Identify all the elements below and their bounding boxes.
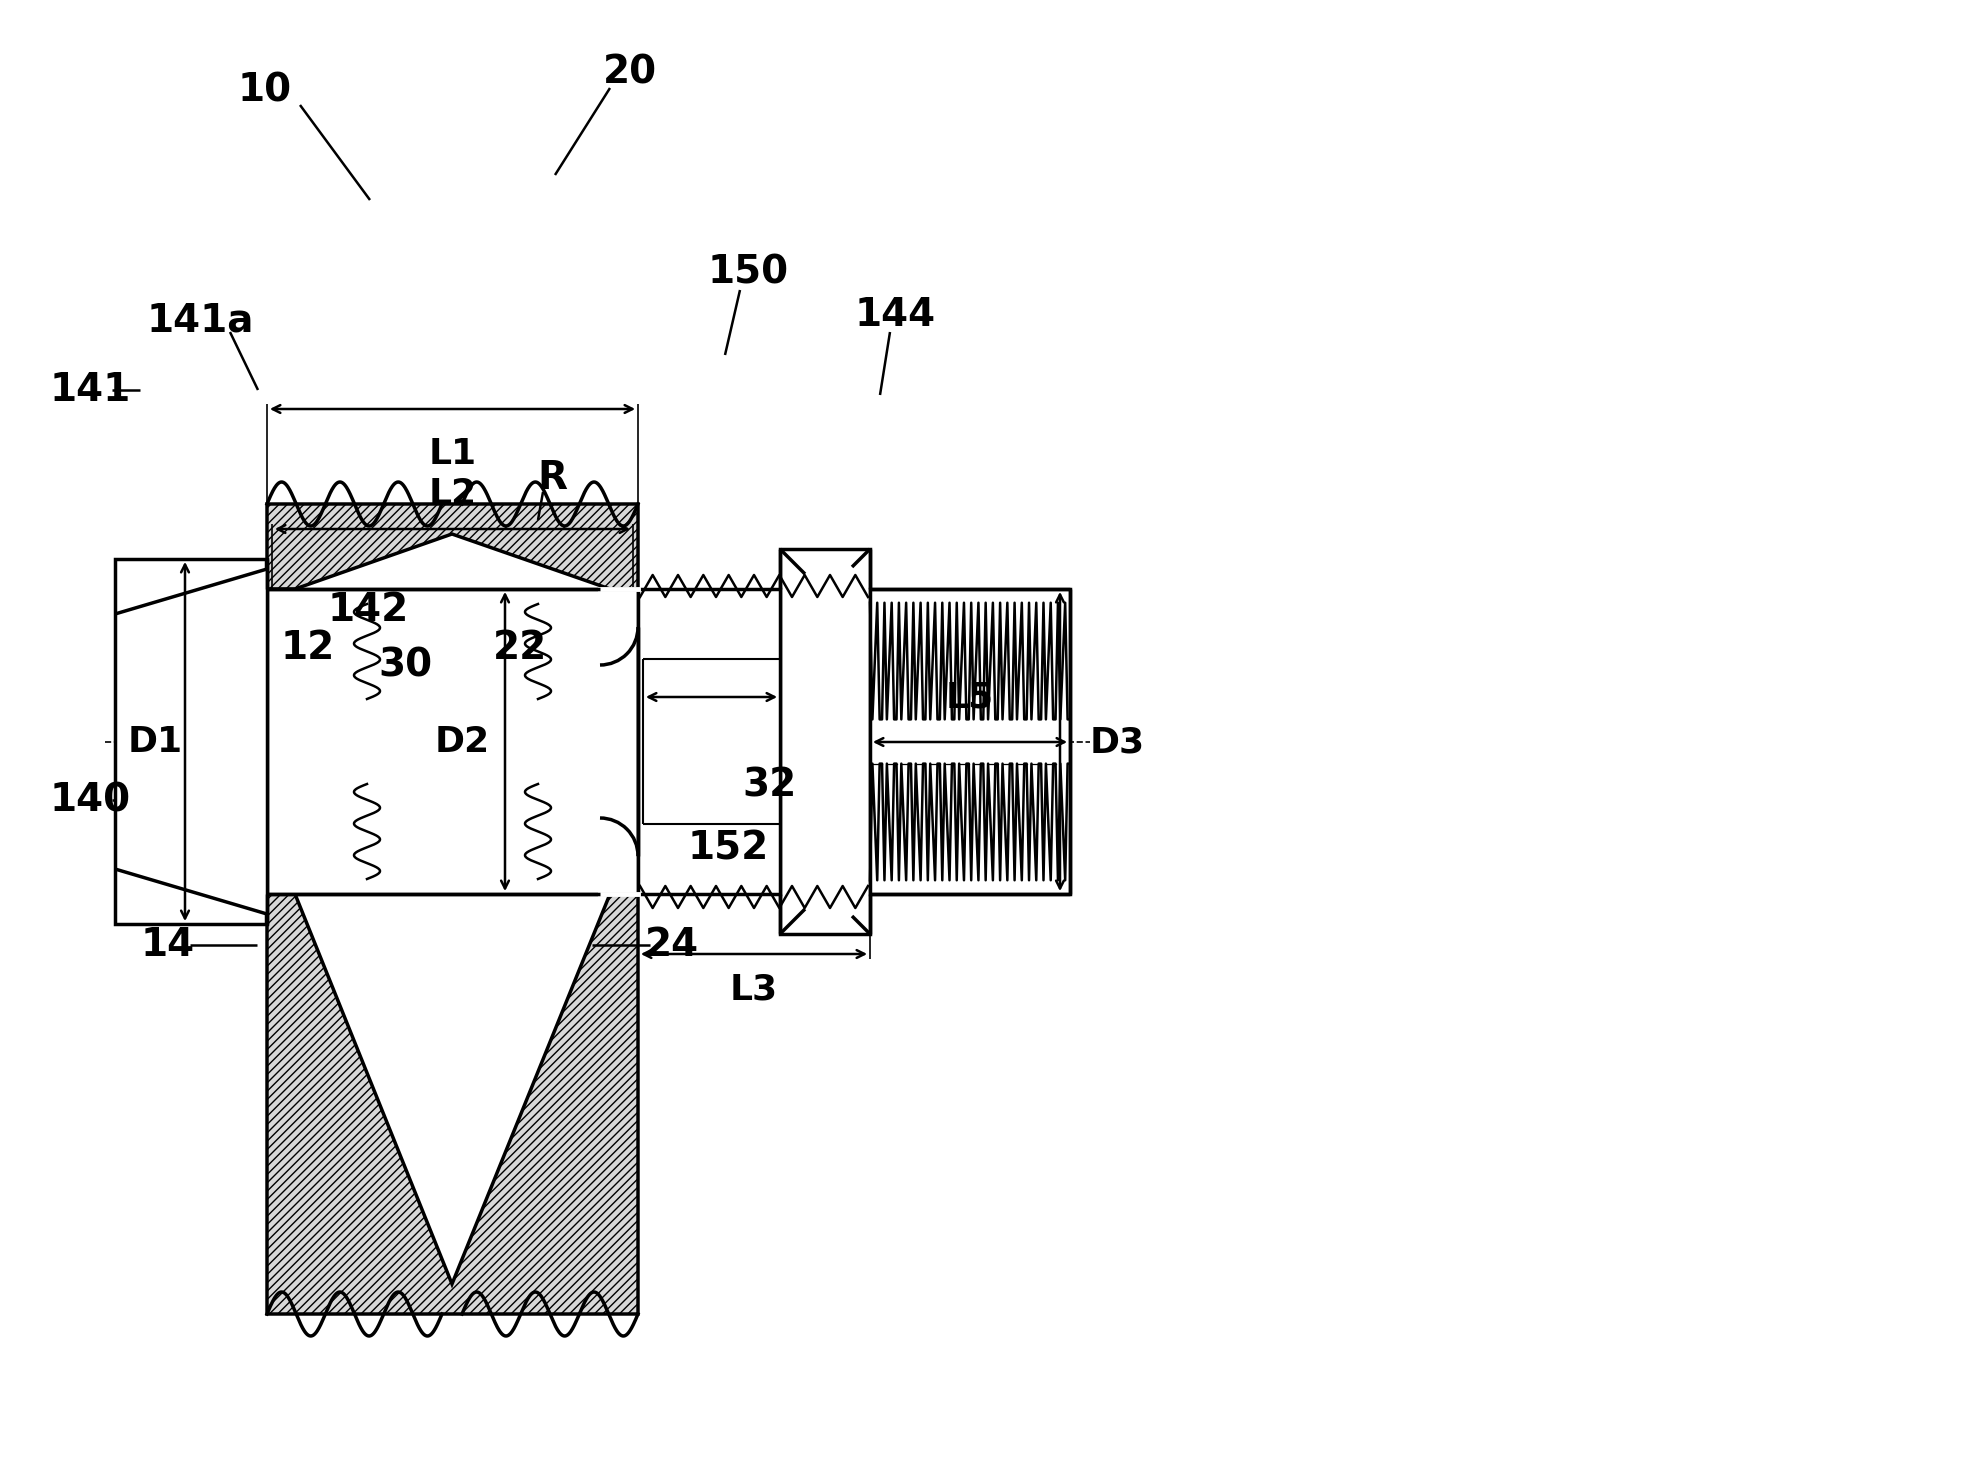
Text: 152: 152 [687, 830, 768, 867]
Text: 150: 150 [707, 252, 788, 291]
Text: D3: D3 [1089, 726, 1144, 758]
Text: L5: L5 [946, 680, 994, 714]
Bar [780, 549, 869, 933]
Text: 24: 24 [645, 926, 699, 965]
Text: L1: L1 [428, 436, 477, 470]
Text: 22: 22 [493, 629, 546, 666]
Text: 30: 30 [378, 646, 432, 684]
Text: D2: D2 [436, 726, 489, 758]
Bar [115, 559, 267, 925]
Text: 10: 10 [238, 71, 291, 108]
Bar [638, 589, 780, 893]
Polygon shape [267, 505, 638, 589]
Text: 141a: 141a [147, 301, 253, 338]
Text: R: R [537, 459, 566, 497]
Bar [869, 589, 1069, 893]
Text: 144: 144 [853, 295, 935, 334]
Text: 20: 20 [602, 53, 657, 91]
Text: L4: L4 [695, 643, 742, 677]
Text: 140: 140 [50, 781, 131, 819]
Polygon shape [267, 893, 638, 1313]
Bar [267, 589, 638, 893]
Text: L3: L3 [729, 972, 778, 1006]
Text: 32: 32 [742, 766, 796, 804]
Text: 141: 141 [50, 371, 131, 410]
Text: 12: 12 [281, 629, 335, 666]
Text: 14: 14 [141, 926, 194, 965]
Text: 142: 142 [327, 591, 408, 629]
Text: D1: D1 [127, 726, 182, 758]
Text: L2: L2 [428, 476, 477, 510]
